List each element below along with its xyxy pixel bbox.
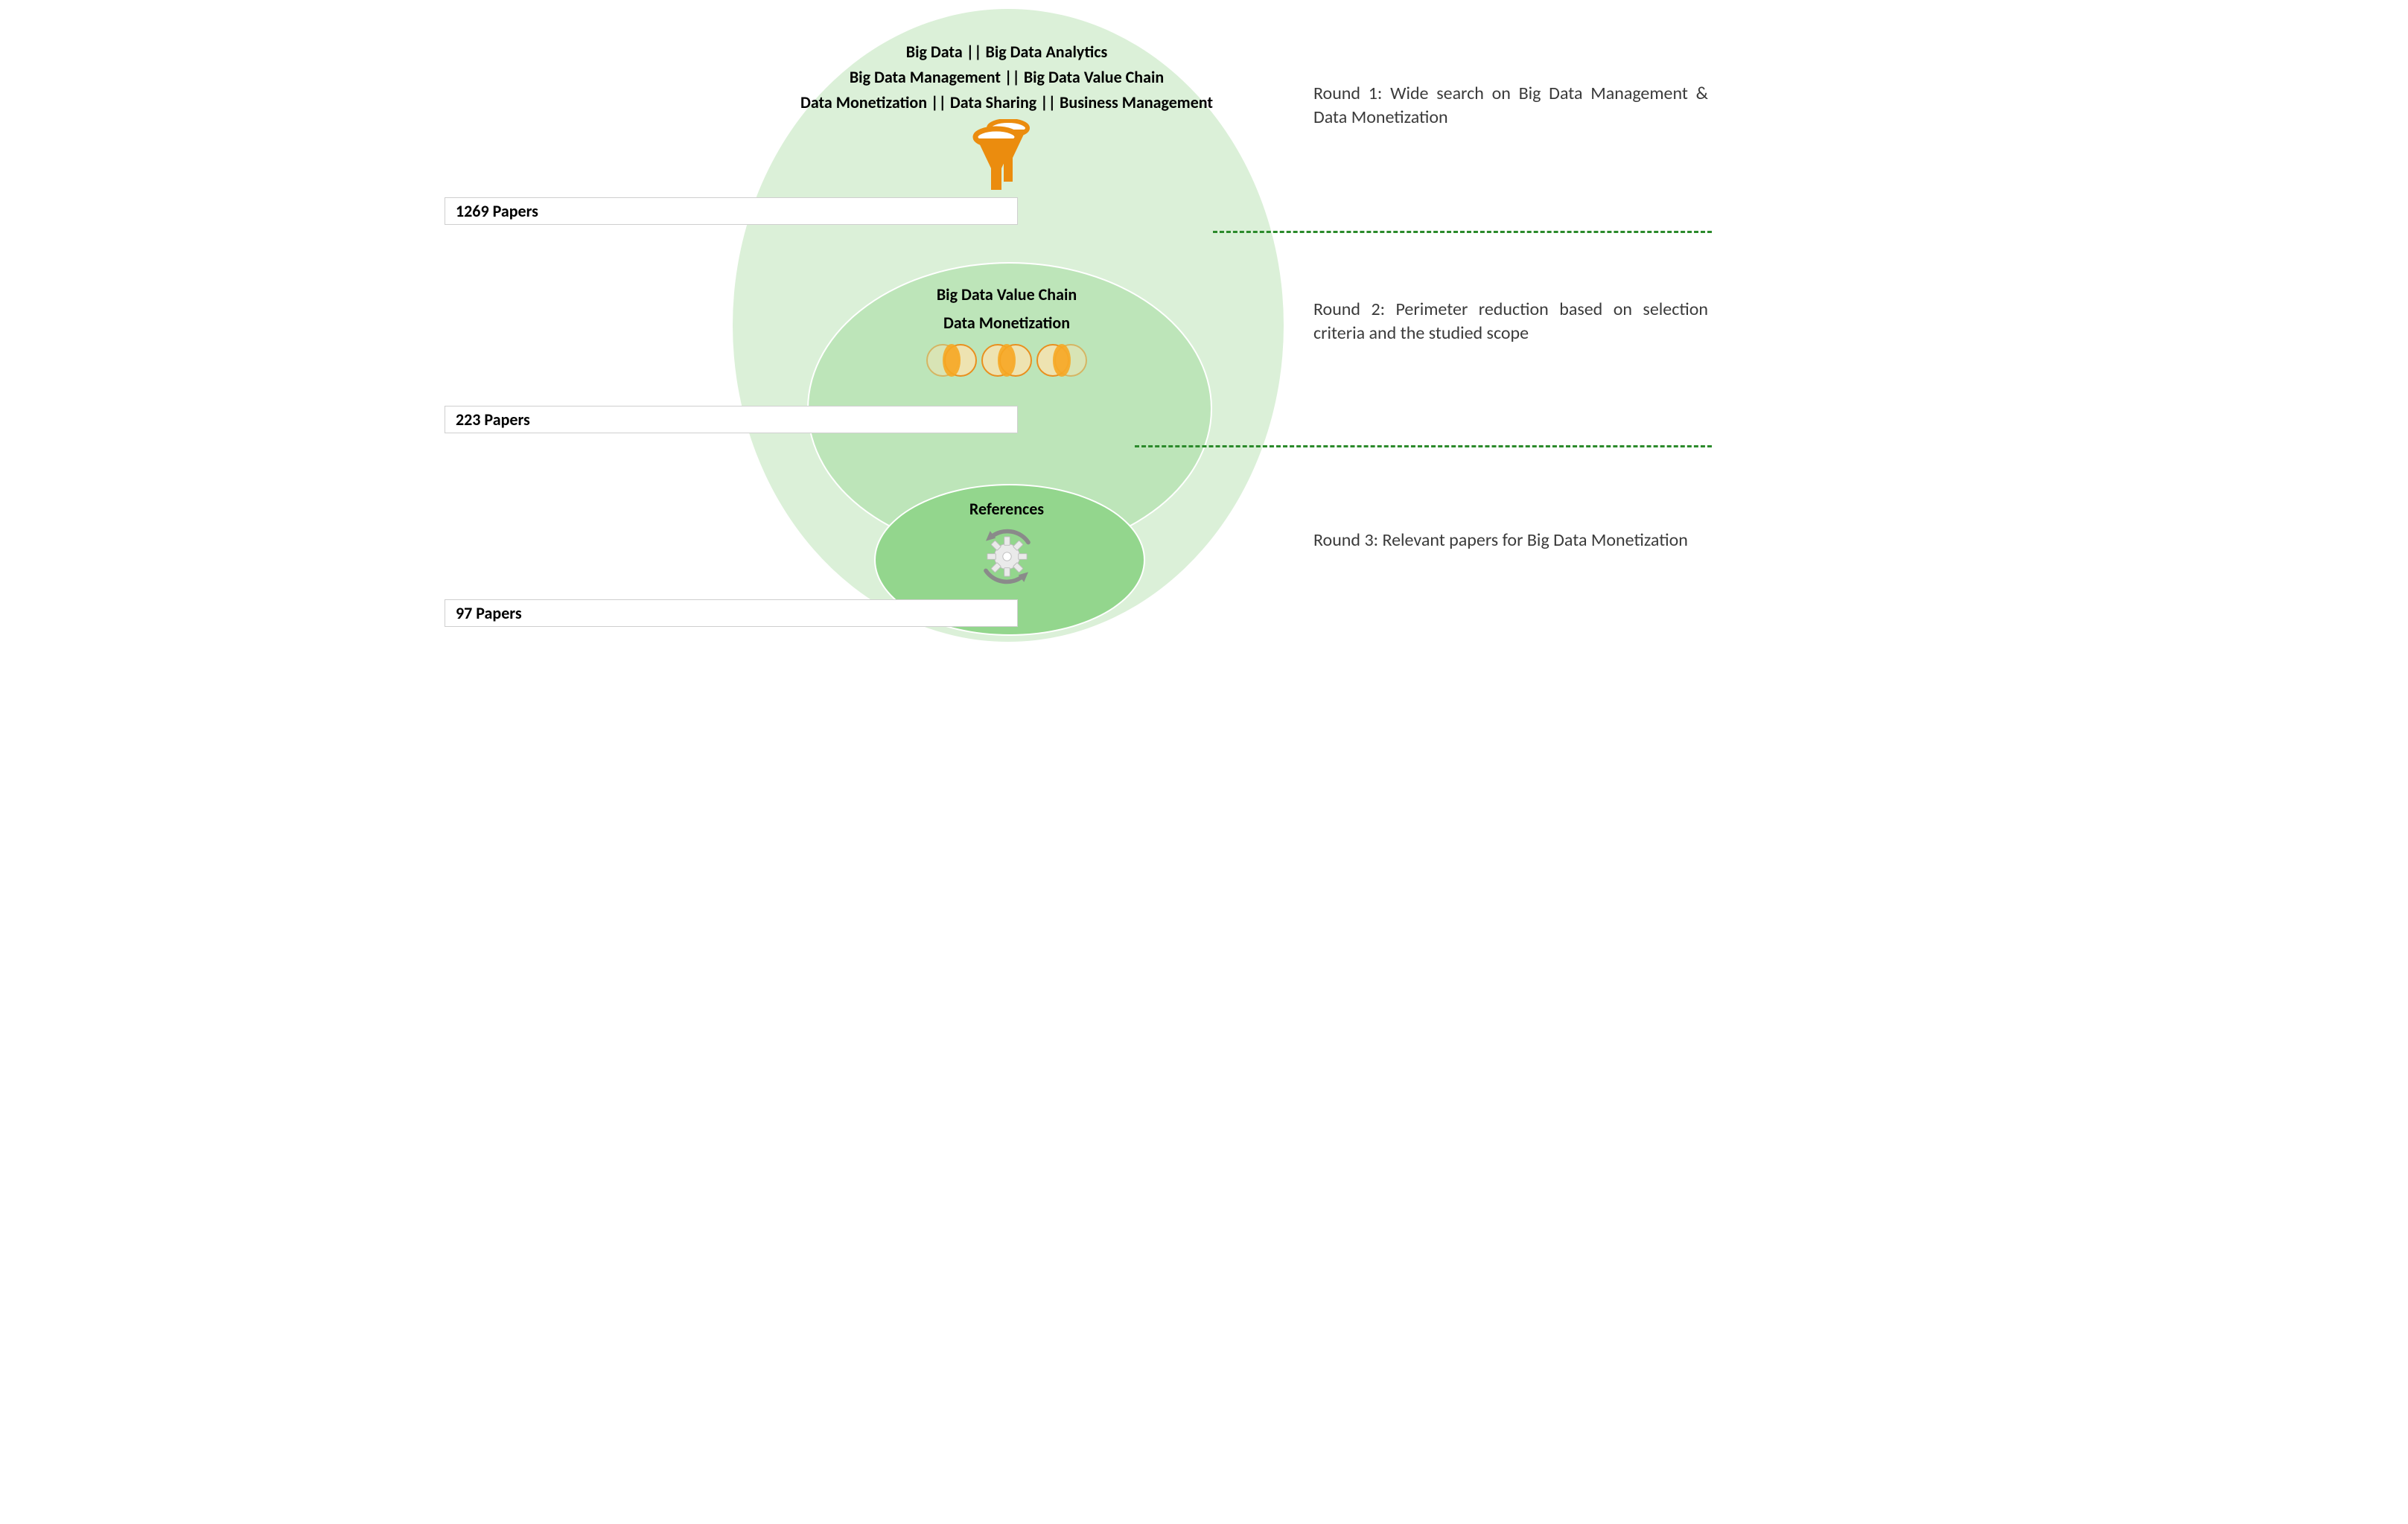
round1-round2-divider (1213, 231, 1712, 233)
round1-keyword-line-2: Big Data Management || Big Data Value Ch… (731, 67, 1282, 87)
round1-keyword-line-1: Big Data || Big Data Analytics (731, 42, 1282, 62)
round3-keyword-line-1: References (731, 499, 1282, 519)
overlap-circles-icon (731, 342, 1282, 382)
round1-side-label: Round 1: Wide search on Big Data Managem… (1313, 82, 1708, 130)
round3-paper-count: 97 Papers (445, 599, 1018, 627)
diagram-stage: Big Data || Big Data Analytics Big Data … (692, 0, 1716, 648)
round2-keyword-line-1: Big Data Value Chain (731, 284, 1282, 305)
gear-cycle-icon (731, 521, 1282, 596)
funnel-icon (731, 119, 1282, 194)
round2-side-label: Round 2: Perimeter reduction based on se… (1313, 298, 1708, 346)
round1-keyword-line-3: Data Monetization || Data Sharing || Bus… (731, 92, 1282, 112)
round3-side-label: Round 3: Relevant papers for Big Data Mo… (1313, 529, 1708, 552)
round2-round3-divider (1135, 445, 1712, 447)
round1-paper-count: 1269 Papers (445, 197, 1018, 225)
round2-paper-count: 223 Papers (445, 406, 1018, 433)
round2-keyword-line-2: Data Monetization (731, 313, 1282, 333)
